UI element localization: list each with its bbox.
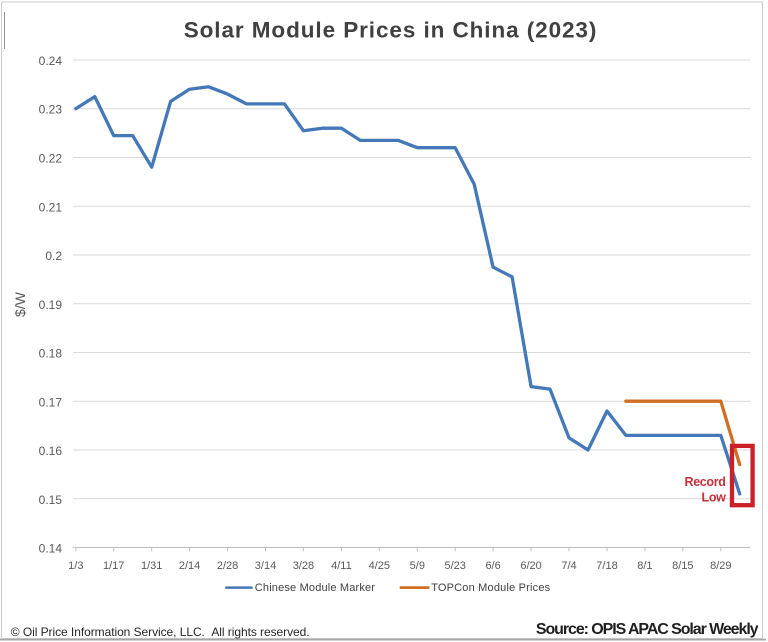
svg-text:0.18: 0.18 (39, 347, 63, 361)
svg-text:7/4: 7/4 (561, 560, 576, 572)
svg-text:3/14: 3/14 (255, 560, 276, 572)
svg-text:© Oil Price Information Servic: © Oil Price Information Service, LLC. Al… (11, 625, 310, 639)
svg-text:0.22: 0.22 (39, 152, 63, 166)
svg-text:TOPCon Module Prices: TOPCon Module Prices (431, 582, 550, 594)
svg-text:$/W: $/W (12, 291, 28, 317)
svg-text:4/11: 4/11 (331, 560, 352, 572)
svg-text:2/14: 2/14 (179, 560, 200, 572)
svg-text:1/31: 1/31 (141, 560, 162, 572)
svg-text:4/25: 4/25 (369, 560, 390, 572)
svg-text:Record: Record (685, 475, 726, 489)
svg-text:0.19: 0.19 (39, 298, 63, 312)
svg-text:5/23: 5/23 (444, 560, 465, 572)
svg-text:0.2: 0.2 (45, 249, 62, 263)
svg-text:Solar Module Prices in China (: Solar Module Prices in China (2023) (184, 18, 598, 43)
svg-text:5/9: 5/9 (410, 560, 425, 572)
svg-text:0.14: 0.14 (39, 542, 63, 556)
svg-text:8/15: 8/15 (672, 560, 693, 572)
svg-text:0.15: 0.15 (39, 493, 63, 507)
svg-text:Source: OPIS APAC Solar Weekly: Source: OPIS APAC Solar Weekly (536, 621, 759, 638)
svg-text:0.16: 0.16 (39, 444, 63, 458)
svg-text:0.21: 0.21 (39, 200, 63, 214)
svg-text:1/3: 1/3 (68, 560, 83, 572)
svg-text:2/28: 2/28 (217, 560, 238, 572)
svg-text:7/18: 7/18 (596, 560, 617, 572)
svg-text:0.24: 0.24 (39, 54, 63, 68)
svg-text:0.23: 0.23 (39, 103, 63, 117)
svg-text:0.17: 0.17 (39, 395, 63, 409)
svg-text:1/17: 1/17 (103, 560, 124, 572)
svg-text:6/20: 6/20 (520, 560, 541, 572)
svg-text:6/6: 6/6 (485, 560, 500, 572)
svg-text:Chinese Module Marker: Chinese Module Marker (255, 582, 376, 594)
svg-text:Low: Low (702, 491, 727, 505)
svg-text:8/1: 8/1 (637, 560, 652, 572)
svg-text:3/28: 3/28 (293, 560, 314, 572)
svg-text:8/29: 8/29 (710, 560, 731, 572)
